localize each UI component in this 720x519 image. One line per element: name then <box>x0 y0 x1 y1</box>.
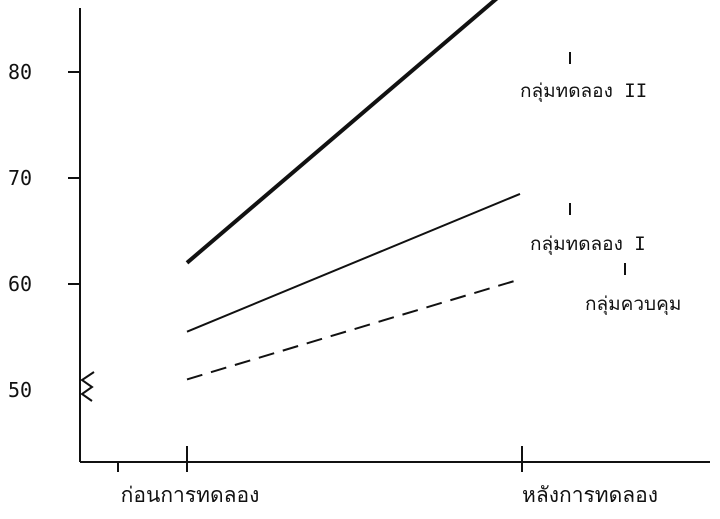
series-label: กลุ่มทดลอง I <box>530 233 646 256</box>
y-tick-label: 60 <box>8 272 32 296</box>
y-tick-label: 80 <box>8 60 32 84</box>
series-line <box>185 0 499 265</box>
y-ticks: 9080706050 <box>8 60 80 402</box>
y-tick-label: 50 <box>8 378 32 402</box>
series-label: กลุ่มควบคุม <box>585 293 681 316</box>
series-labels: กลุ่มทดลอง II กลุ่มทดลอง I กลุ่มควบคุม <box>520 52 681 316</box>
x-ticks: ก่อนการทดลอง หลังการทดลอง <box>121 446 658 507</box>
y-tick-label: 70 <box>8 166 32 190</box>
series-label: กลุ่มทดลอง II <box>520 80 647 103</box>
x-category-label: ก่อนการทดลอง <box>121 483 260 507</box>
axis-break-mark <box>80 371 95 402</box>
series-line <box>186 277 523 381</box>
series-lines <box>185 0 523 381</box>
x-category-label: หลังการทดลอง <box>522 483 658 507</box>
axes <box>79 8 710 472</box>
series-line <box>186 192 521 333</box>
